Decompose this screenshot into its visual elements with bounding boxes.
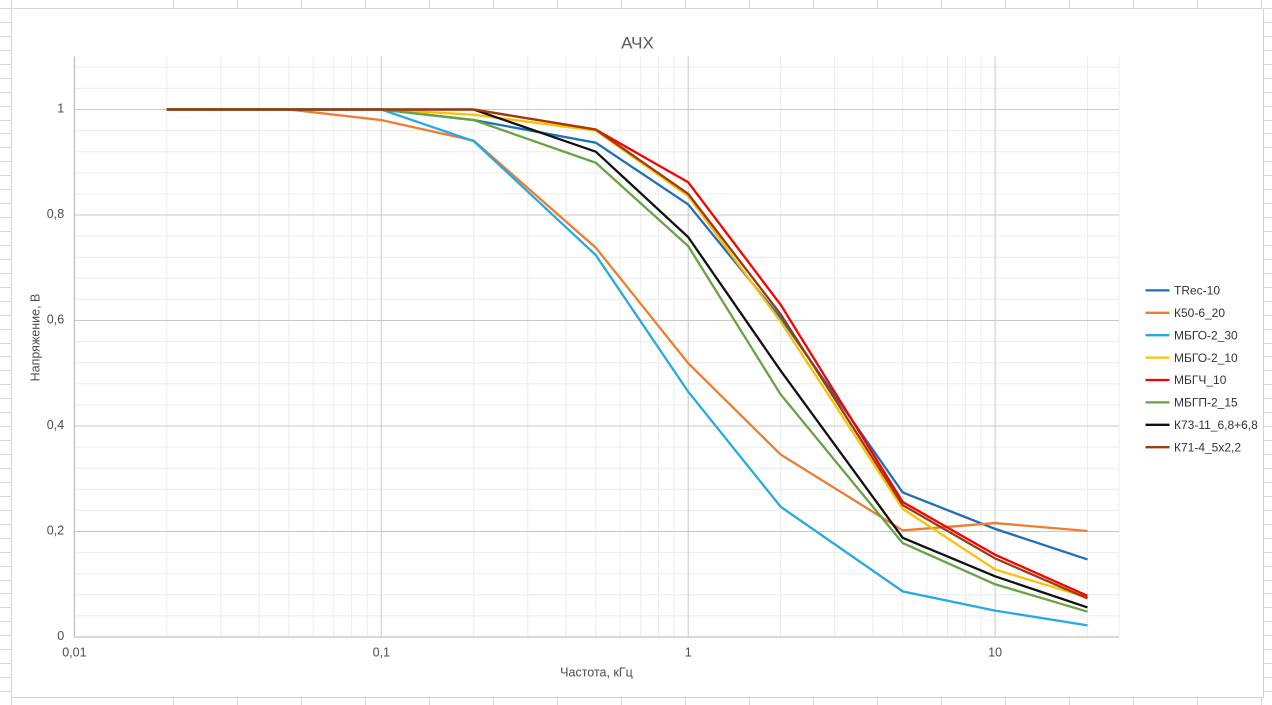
svg-text:1: 1 xyxy=(57,101,64,115)
svg-text:0,01: 0,01 xyxy=(62,646,86,660)
svg-text:К50-6_20: К50-6_20 xyxy=(1174,306,1225,320)
svg-text:МБГП-2_15: МБГП-2_15 xyxy=(1174,396,1238,410)
svg-text:0: 0 xyxy=(57,629,64,643)
svg-text:0,6: 0,6 xyxy=(47,312,64,326)
svg-text:МБГО-2_30: МБГО-2_30 xyxy=(1174,328,1238,342)
svg-text:0,8: 0,8 xyxy=(47,207,64,221)
svg-text:АЧХ: АЧХ xyxy=(621,34,654,53)
svg-text:TRec-10: TRec-10 xyxy=(1174,284,1220,298)
svg-text:10: 10 xyxy=(988,646,1002,660)
svg-text:К71-4_5х2,2: К71-4_5х2,2 xyxy=(1174,440,1241,454)
svg-text:0,2: 0,2 xyxy=(47,523,64,537)
svg-text:МБГЧ_10: МБГЧ_10 xyxy=(1174,373,1227,387)
svg-text:0,1: 0,1 xyxy=(373,646,390,660)
svg-text:0,4: 0,4 xyxy=(47,418,64,432)
svg-text:Частота, кГц: Частота, кГц xyxy=(560,666,633,680)
svg-text:Напряжение, В: Напряжение, В xyxy=(29,294,43,382)
svg-text:1: 1 xyxy=(685,646,692,660)
svg-text:К73-11_6,8+6,8: К73-11_6,8+6,8 xyxy=(1174,418,1258,432)
svg-text:МБГО-2_10: МБГО-2_10 xyxy=(1174,351,1238,365)
